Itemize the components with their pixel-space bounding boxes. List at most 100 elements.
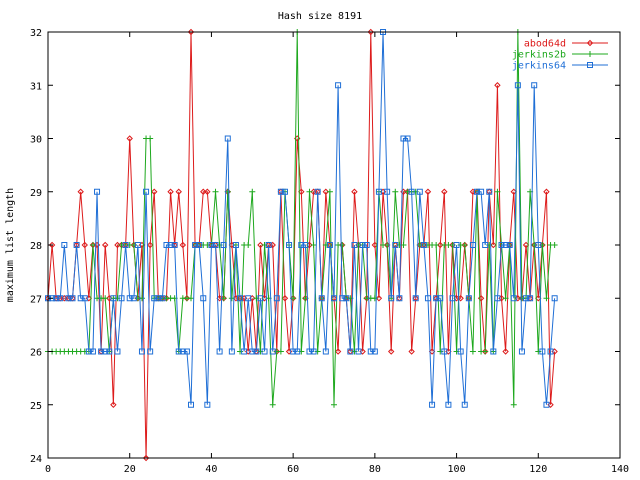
data-point-jerkins64 <box>232 242 239 248</box>
data-point-jerkins64 <box>400 135 407 142</box>
y-tick-label: 31 <box>30 81 42 92</box>
data-point-jerkins64 <box>237 295 244 302</box>
data-point-abod64d <box>441 188 448 195</box>
data-point-jerkins64 <box>404 135 411 142</box>
data-point-abod64d <box>151 188 158 195</box>
data-point-jerkins2b <box>371 295 378 302</box>
data-point-jerkins64 <box>531 82 538 89</box>
series-jerkins2b <box>45 29 558 408</box>
y-tick-label: 32 <box>30 28 42 39</box>
data-point-jerkins64 <box>118 295 125 302</box>
data-point-jerkins64 <box>265 242 272 248</box>
data-point-jerkins2b <box>400 242 407 248</box>
data-point-abod64d <box>200 188 207 195</box>
data-point-jerkins64 <box>408 188 415 195</box>
data-point-jerkins64 <box>130 295 137 302</box>
data-point-jerkins64 <box>98 348 105 355</box>
data-point-abod64d <box>77 188 84 195</box>
data-point-jerkins64 <box>490 348 497 355</box>
data-point-jerkins64 <box>159 295 166 302</box>
data-point-abod64d <box>126 135 133 142</box>
data-point-jerkins64 <box>518 348 525 355</box>
y-tick-label: 25 <box>30 401 42 412</box>
data-point-jerkins64 <box>106 348 113 355</box>
data-point-jerkins64 <box>143 188 150 195</box>
data-point-jerkins64 <box>134 242 141 248</box>
data-point-jerkins64 <box>331 295 337 302</box>
data-point-jerkins64 <box>53 295 60 302</box>
data-point-jerkins64 <box>269 348 276 355</box>
data-point-jerkins64 <box>163 242 170 248</box>
data-point-jerkins64 <box>424 295 431 302</box>
data-point-abod64d <box>110 401 117 408</box>
data-point-jerkins64 <box>306 348 313 355</box>
data-point-jerkins64 <box>535 242 542 248</box>
series-line-abod64d <box>47 31 556 459</box>
data-point-abod64d <box>179 241 187 249</box>
data-point-jerkins64 <box>351 242 358 248</box>
data-point-abod64d <box>387 348 395 355</box>
data-point-jerkins64 <box>429 401 436 408</box>
data-point-jerkins64 <box>253 348 260 355</box>
data-point-jerkins2b <box>277 348 284 355</box>
data-point-jerkins2b <box>502 295 509 302</box>
data-point-jerkins64 <box>322 348 329 355</box>
data-point-jerkins64 <box>449 295 456 302</box>
data-point-jerkins2b <box>551 242 558 248</box>
x-tick-label: 80 <box>369 464 381 475</box>
data-point-jerkins64 <box>457 348 464 355</box>
data-point-jerkins64 <box>245 295 252 302</box>
data-point-abod64d <box>502 348 509 355</box>
data-point-abod64d <box>257 241 264 249</box>
chart-title: Hash size 8191 <box>278 11 362 22</box>
data-point-jerkins64 <box>261 348 268 355</box>
data-point-abod64d <box>494 82 501 89</box>
data-point-jerkins64 <box>486 188 493 195</box>
data-point-jerkins64 <box>359 242 366 248</box>
data-point-jerkins2b <box>310 242 317 248</box>
data-point-abod64d <box>424 188 432 195</box>
data-point-jerkins64 <box>73 242 80 248</box>
legend-marker-abod64d <box>586 39 594 47</box>
data-point-jerkins64 <box>384 188 391 195</box>
data-point-jerkins64 <box>151 295 158 302</box>
data-point-jerkins64 <box>527 295 534 302</box>
data-point-jerkins64 <box>335 82 342 89</box>
data-point-jerkins64 <box>200 295 207 302</box>
legend-label-jerkins64: jerkins64 <box>512 61 566 72</box>
data-point-abod64d <box>101 241 109 249</box>
x-tick-label: 100 <box>448 464 466 475</box>
y-tick-label: 29 <box>30 188 42 199</box>
data-point-jerkins64 <box>216 348 223 355</box>
data-point-jerkins64 <box>294 348 301 355</box>
y-tick-label: 30 <box>30 135 42 146</box>
data-point-jerkins64 <box>241 348 248 355</box>
data-point-abod64d <box>281 295 289 302</box>
data-point-jerkins64 <box>188 401 194 408</box>
data-point-jerkins64 <box>326 242 333 248</box>
data-point-jerkins64 <box>94 188 101 195</box>
x-tick-label: 140 <box>611 464 629 475</box>
data-point-jerkins64 <box>453 242 460 248</box>
data-point-jerkins64 <box>126 295 133 302</box>
data-point-jerkins64 <box>478 188 485 195</box>
data-point-jerkins64 <box>347 348 354 355</box>
data-point-jerkins2b <box>147 135 154 142</box>
data-point-abod64d <box>322 188 330 195</box>
data-point-jerkins64 <box>183 348 190 355</box>
data-point-abod64d <box>367 28 374 36</box>
y-tick-label: 27 <box>30 294 42 305</box>
data-point-jerkins64 <box>57 295 64 302</box>
data-point-jerkins64 <box>220 242 227 248</box>
data-point-jerkins64 <box>81 295 88 302</box>
data-point-jerkins64 <box>281 188 288 195</box>
ticks-layer: 0 20 40 60 80 100 120 140 24 25 26 27 28 29 30 31 32 <box>30 28 629 475</box>
data-point-jerkins64 <box>363 242 370 248</box>
data-point-jerkins64 <box>551 295 558 302</box>
data-point-jerkins64 <box>441 348 448 355</box>
data-point-jerkins2b <box>494 188 501 195</box>
data-point-jerkins64 <box>224 135 231 142</box>
data-point-abod64d <box>142 454 150 462</box>
y-tick-label: 26 <box>30 348 42 359</box>
